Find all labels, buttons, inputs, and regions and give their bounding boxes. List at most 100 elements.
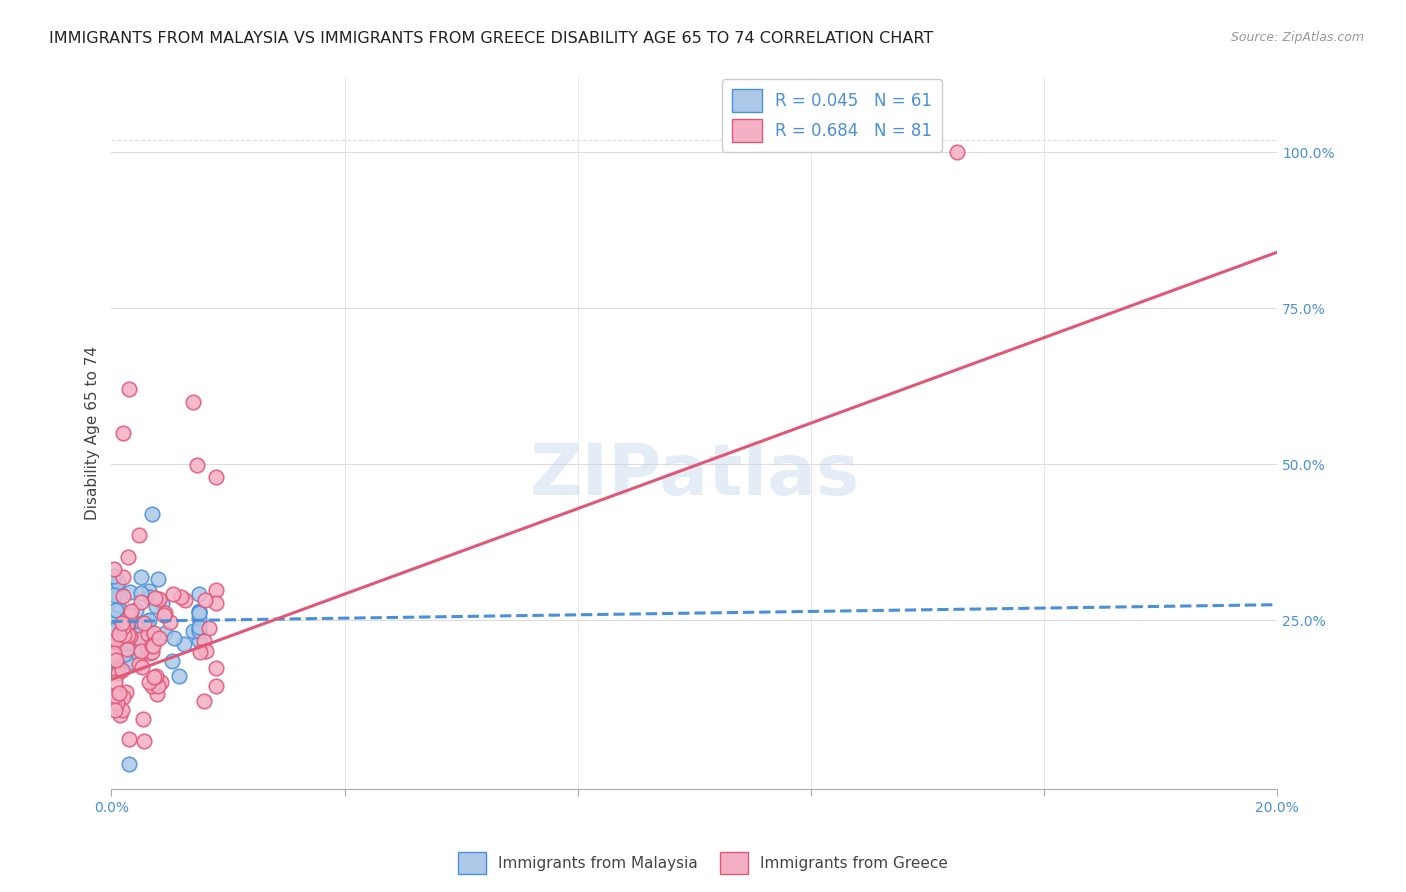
Point xyxy=(103,649,125,664)
Point xyxy=(117,636,139,650)
Point xyxy=(183,624,205,639)
Point xyxy=(139,646,162,660)
Point xyxy=(134,616,156,631)
Point xyxy=(187,610,209,624)
Point xyxy=(150,596,173,610)
Point xyxy=(187,624,209,639)
Point xyxy=(145,599,167,613)
Point xyxy=(108,623,131,637)
Point xyxy=(114,647,136,661)
Point xyxy=(125,603,148,617)
Point xyxy=(153,626,176,640)
Point xyxy=(111,615,134,630)
Point xyxy=(103,569,125,583)
Point xyxy=(103,691,125,706)
Point xyxy=(132,733,155,747)
Point xyxy=(194,644,217,658)
Text: ZIPatlas: ZIPatlas xyxy=(529,442,859,510)
Point xyxy=(148,632,170,646)
Point xyxy=(103,647,125,661)
Text: Source: ZipAtlas.com: Source: ZipAtlas.com xyxy=(1230,31,1364,45)
Point xyxy=(120,630,142,644)
Point xyxy=(103,562,125,576)
Point xyxy=(111,590,134,604)
Point xyxy=(128,528,150,542)
Point xyxy=(104,653,127,667)
Point xyxy=(205,596,228,610)
Point xyxy=(129,595,152,609)
Point xyxy=(117,616,139,631)
Point xyxy=(205,470,228,484)
Point xyxy=(187,605,209,619)
Point xyxy=(146,687,169,701)
Point xyxy=(187,633,209,648)
Point xyxy=(103,588,125,602)
Legend: R = 0.045   N = 61, R = 0.684   N = 81: R = 0.045 N = 61, R = 0.684 N = 81 xyxy=(723,78,942,153)
Point xyxy=(118,585,141,599)
Point xyxy=(107,575,129,590)
Point xyxy=(131,659,153,673)
Point xyxy=(187,587,209,601)
Point xyxy=(129,570,152,584)
Point xyxy=(103,623,125,637)
Point xyxy=(107,626,129,640)
Point xyxy=(190,645,212,659)
Point xyxy=(103,644,125,658)
Point xyxy=(103,584,125,599)
Point xyxy=(129,632,152,646)
Point xyxy=(105,636,128,650)
Point xyxy=(115,641,138,656)
Point xyxy=(187,606,209,620)
Point xyxy=(163,632,186,646)
Point xyxy=(104,703,127,717)
Point xyxy=(162,587,184,601)
Point xyxy=(132,632,155,647)
Point xyxy=(118,608,141,623)
Point xyxy=(115,684,138,698)
Point xyxy=(108,708,131,723)
Point xyxy=(148,572,170,586)
Point xyxy=(187,622,209,636)
Point xyxy=(138,613,160,627)
Point xyxy=(187,620,209,634)
Point xyxy=(120,655,142,669)
Point xyxy=(141,679,163,693)
Point xyxy=(205,582,228,597)
Point xyxy=(138,583,160,598)
Point xyxy=(159,615,181,629)
Point xyxy=(111,703,134,717)
Point xyxy=(138,632,160,647)
Point xyxy=(138,675,160,690)
Point xyxy=(170,590,193,604)
Point xyxy=(194,593,217,607)
Point xyxy=(115,626,138,640)
Point xyxy=(132,712,155,726)
Point xyxy=(112,570,135,584)
Point xyxy=(128,627,150,641)
Point xyxy=(148,592,170,607)
Point xyxy=(128,657,150,672)
Point xyxy=(105,632,128,647)
Point xyxy=(117,549,139,564)
Point xyxy=(107,685,129,699)
Point xyxy=(145,591,167,606)
Legend: Immigrants from Malaysia, Immigrants from Greece: Immigrants from Malaysia, Immigrants fro… xyxy=(451,846,955,880)
Point xyxy=(205,661,228,675)
Point xyxy=(131,586,153,600)
Point xyxy=(108,604,131,618)
Point xyxy=(111,690,134,705)
Point xyxy=(162,654,184,668)
Point xyxy=(110,603,132,617)
Point xyxy=(181,395,204,409)
Point xyxy=(115,619,138,633)
Point xyxy=(110,622,132,636)
Point xyxy=(112,426,135,441)
Point xyxy=(118,383,141,397)
Point xyxy=(193,693,215,707)
Point xyxy=(153,607,176,621)
Point xyxy=(205,679,228,693)
Point xyxy=(107,663,129,677)
Point xyxy=(187,604,209,618)
Point xyxy=(141,639,163,653)
Point xyxy=(141,507,163,521)
